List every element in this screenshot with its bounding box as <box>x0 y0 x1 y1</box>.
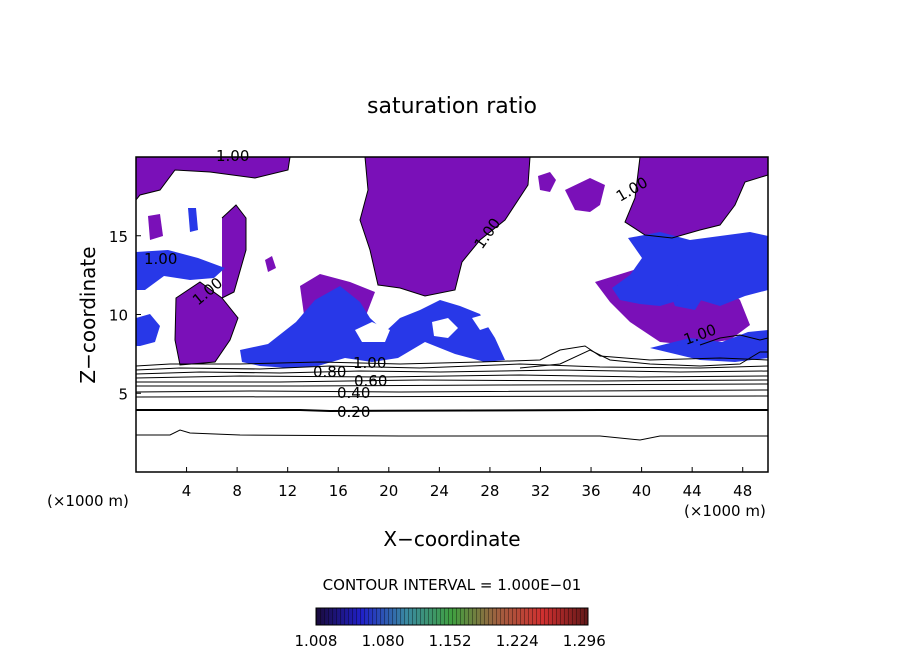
x-axis-title: X−coordinate <box>383 527 520 551</box>
cloud-boundary-line <box>221 204 247 299</box>
y-axis-title: Z−coordinate <box>76 246 100 383</box>
contour-label: 0.80 <box>313 363 346 381</box>
supersaturated-region <box>650 330 768 362</box>
x-tick-label: 48 <box>733 482 752 500</box>
chart-title: saturation ratio <box>367 94 537 119</box>
contour-line <box>135 369 769 375</box>
unsaturated-pocket <box>355 322 390 342</box>
contour-line <box>519 349 768 369</box>
contour-label: 0.40 <box>337 384 370 402</box>
x-tick-label: 4 <box>182 482 192 500</box>
cloud-boundary-line <box>359 156 531 297</box>
x-tick-label: 36 <box>581 482 600 500</box>
contour-line <box>135 374 769 379</box>
supersaturated-region <box>612 232 768 306</box>
colorbar-tick-label: 1.008 <box>295 632 338 650</box>
supersaturated-region <box>136 250 225 290</box>
y-tick-label: 5 <box>118 385 128 403</box>
x-tick-label: 12 <box>278 482 297 500</box>
contour-lines <box>135 334 769 441</box>
saturated-region <box>565 178 605 212</box>
contour-line <box>135 395 769 398</box>
contour-line <box>135 345 769 367</box>
colorbar-tick-label: 1.224 <box>496 632 539 650</box>
unsaturated-pocket <box>432 318 458 338</box>
saturated-region <box>136 157 290 200</box>
contour-line <box>136 383 769 387</box>
x-unit-label: (×1000 m) <box>47 492 129 510</box>
x-tick-label: 8 <box>232 482 242 500</box>
x-tick-label: 20 <box>379 482 398 500</box>
contour-line <box>136 429 768 441</box>
colorbar-tick-label: 1.080 <box>362 632 405 650</box>
contour-label: 1.00 <box>144 250 177 268</box>
colorbar: 1.008 1.080 1.152 1.224 1.296 <box>295 607 606 650</box>
x-tick-label: 28 <box>480 482 499 500</box>
x-tick-label: 24 <box>430 482 449 500</box>
saturated-region <box>538 172 556 192</box>
supersaturated-region <box>668 282 705 310</box>
plot-area: 0.20 0.40 0.60 0.80 1.00 1.00 1.00 1.00 … <box>135 147 769 473</box>
unsaturated-pocket-group <box>355 314 492 342</box>
contour-label: 0.20 <box>337 403 370 421</box>
saturated-region <box>360 157 530 296</box>
contour-line <box>136 379 769 383</box>
supersaturated-region-group <box>136 208 768 368</box>
y-axis: 5 10 15 <box>109 228 141 403</box>
contour-label: 1.00 <box>353 354 386 372</box>
saturated-region <box>222 205 246 298</box>
cloud-boundary-line <box>135 156 291 201</box>
contour-line <box>135 389 769 393</box>
y-tick-label: 15 <box>109 228 128 246</box>
contour-line <box>135 363 769 371</box>
contour-interval-label: CONTOUR INTERVAL = 1.000E−01 <box>323 576 582 594</box>
saturated-region <box>148 214 163 240</box>
colorbar-tick-label: 1.152 <box>429 632 472 650</box>
supersaturated-region <box>136 314 160 346</box>
saturated-region <box>175 282 238 365</box>
contour-label: 0.60 <box>354 372 387 390</box>
y-unit-label: (×1000 m) <box>684 502 766 520</box>
contour-line <box>699 334 769 346</box>
x-tick-label: 16 <box>329 482 348 500</box>
y-tick-label: 10 <box>109 307 128 325</box>
colorbar-tick-label: 1.296 <box>563 632 606 650</box>
colorbar-labels: 1.008 1.080 1.152 1.224 1.296 <box>295 632 606 650</box>
cloud-boundary-line <box>624 156 769 239</box>
x-tick-label: 40 <box>632 482 651 500</box>
colorbar-frame <box>315 607 589 626</box>
cloud-boundary-line <box>174 281 239 366</box>
saturated-region <box>625 157 768 238</box>
x-axis: 4 8 12 16 20 24 28 32 36 40 44 48 <box>182 467 752 500</box>
contour-label: 1.00 <box>216 147 249 165</box>
saturated-region <box>265 256 276 272</box>
contour-line <box>136 409 768 413</box>
unsaturated-pocket <box>472 314 492 330</box>
colorbar-hatching <box>316 608 588 625</box>
x-tick-label: 32 <box>531 482 550 500</box>
x-tick-label: 44 <box>683 482 702 500</box>
cloud-boundary <box>135 156 769 366</box>
supersaturated-region <box>188 208 198 232</box>
